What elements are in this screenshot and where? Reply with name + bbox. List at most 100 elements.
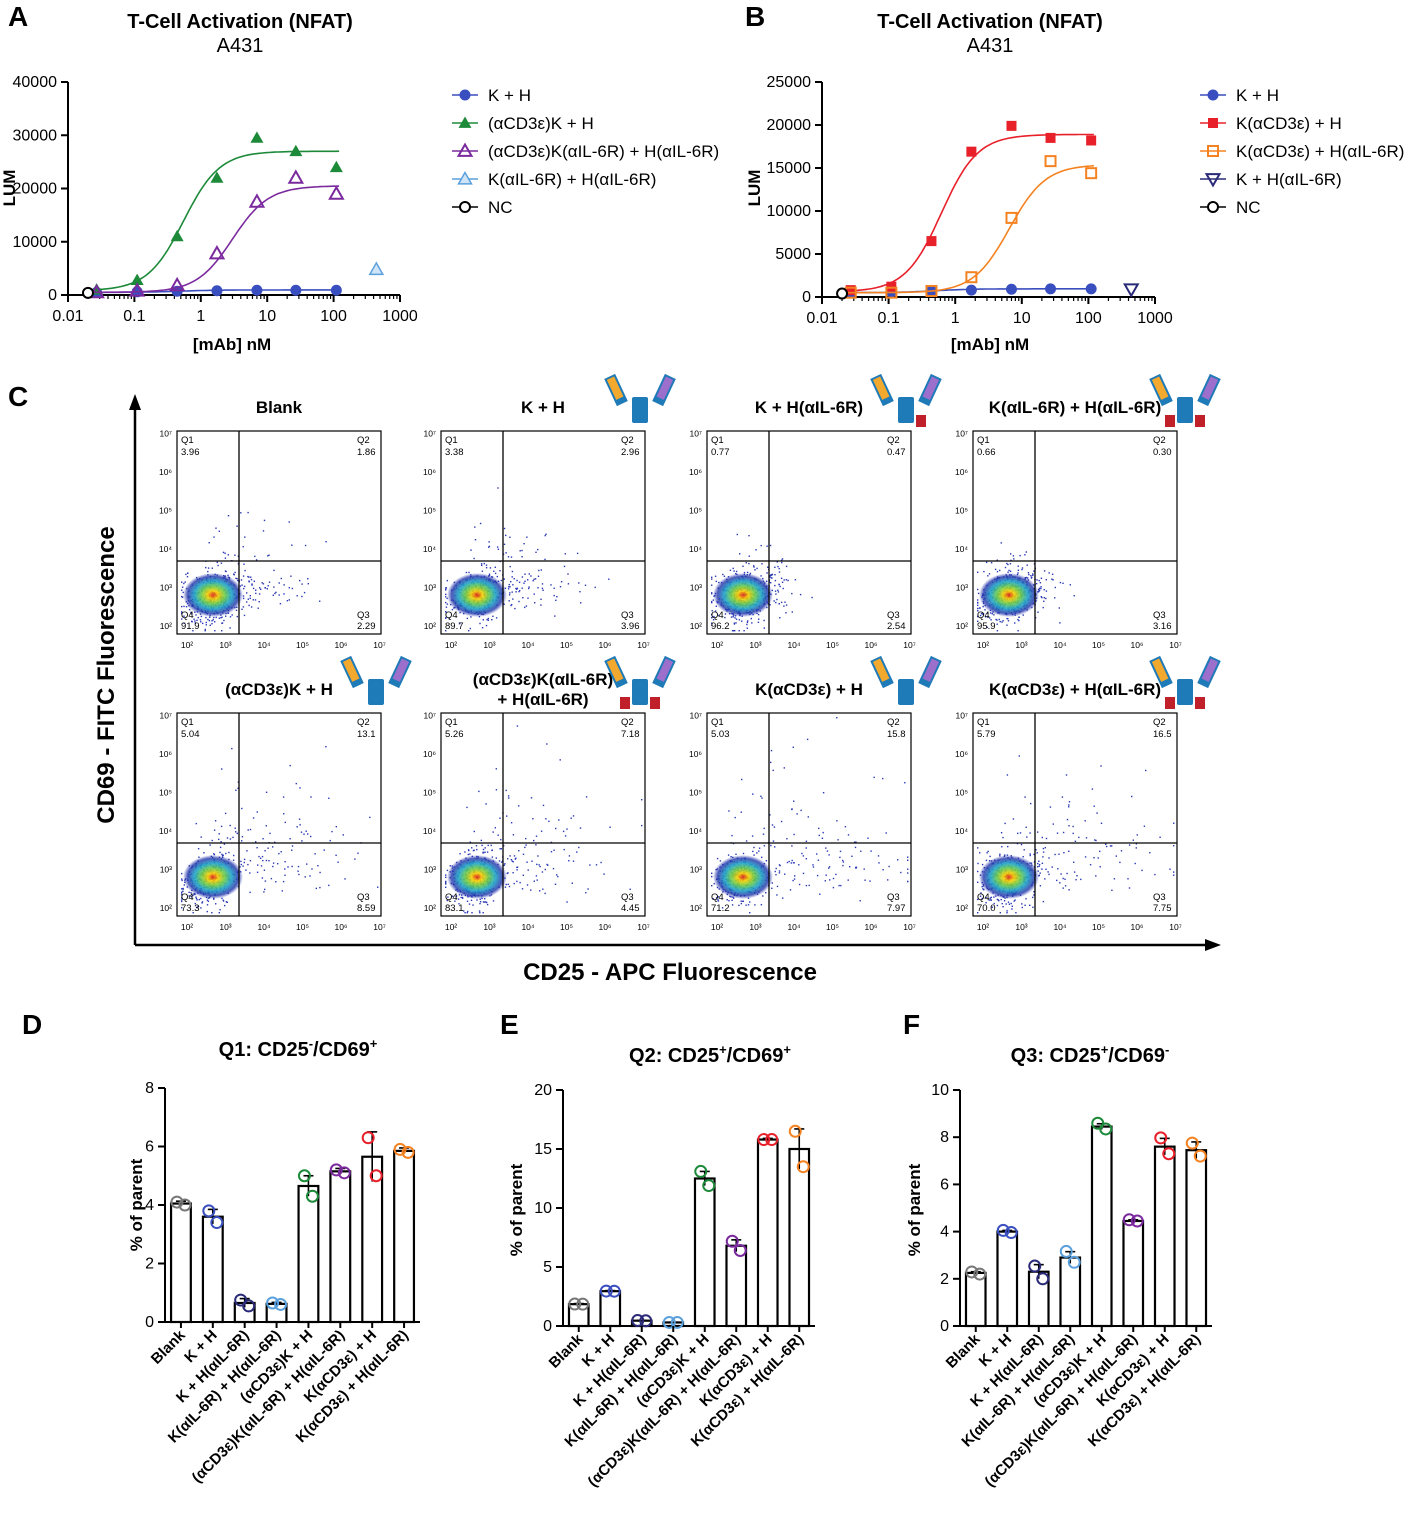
flow-event-dot (181, 596, 184, 598)
flow-event-dot (977, 592, 980, 595)
flow-event-dot (484, 851, 486, 853)
flow-event-dot (268, 554, 270, 556)
flow-event-dot (805, 858, 807, 860)
flow-event-dot (280, 851, 282, 853)
flow-event-dot (1173, 845, 1175, 847)
flow-event-dot (259, 857, 262, 859)
antibody-domain (872, 376, 890, 400)
flow-y-tick: 10⁶ (423, 467, 436, 477)
flow-q3-label: Q3 (357, 892, 370, 903)
flow-event-dot (778, 864, 781, 866)
flow-event-dot (445, 881, 447, 883)
flow-event-dot (265, 859, 268, 862)
flow-y-tick: 10⁴ (955, 826, 968, 836)
flow-event-dot (455, 895, 458, 897)
flow-event-dot (775, 601, 777, 604)
flow-event-dot (784, 601, 786, 603)
flow-event-dot (278, 594, 280, 596)
antibody-fc (368, 679, 384, 705)
chart-f-replicate-point (1162, 1147, 1176, 1161)
chart-e-x-tick-label: Blank (546, 1330, 587, 1371)
flow-event-dot (863, 868, 865, 870)
flow-event-dot (185, 573, 187, 576)
flow-event-dot (585, 892, 587, 894)
flow-event-dot (272, 862, 275, 864)
flow-event-dot (225, 615, 227, 617)
flow-event-dot (263, 869, 266, 871)
chart-b-legend-marker (1204, 173, 1222, 188)
flow-event-dot (989, 897, 992, 899)
flow-event-dot (483, 901, 486, 903)
chart-d-replicate-point (337, 1166, 351, 1180)
flow-event-dot (531, 860, 533, 862)
flow-y-tick: 10⁷ (159, 711, 172, 721)
flow-event-dot (774, 574, 776, 576)
flow-event-dot (518, 581, 521, 583)
flow-event-dot (192, 894, 194, 897)
flow-event-dot (513, 578, 515, 580)
flow-event-dot (731, 834, 733, 837)
flow-event-dot (1064, 878, 1066, 880)
flow-event-dot (786, 838, 788, 840)
flow-event-dot (1042, 606, 1044, 609)
flow-event-dot (542, 804, 545, 807)
flow-event-dot (748, 555, 750, 557)
chart-a-legend-marker (459, 201, 471, 213)
flow-event-dot (488, 546, 490, 548)
flow-q4-label: Q4 (977, 610, 990, 621)
flow-event-dot (1017, 618, 1019, 621)
flow-event-dot (1042, 847, 1045, 850)
flow-event-dot (537, 855, 539, 857)
flow-event-dot (1006, 617, 1008, 620)
flow-event-dot (337, 861, 339, 863)
flow-plot-4: K(αIL-6R) + H(αIL-6R)Q10.66Q20.30Q495.9Q… (955, 398, 1182, 650)
flow-q3-label: Q3 (1153, 892, 1166, 903)
flow-event-dot (500, 848, 502, 850)
flow-event-dot (524, 580, 526, 582)
flow-event-dot (715, 605, 717, 607)
flow-event-dot (243, 861, 245, 864)
flow-event-dot (544, 534, 546, 537)
flow-event-dot (779, 617, 781, 619)
flow-y-tick: 10⁵ (423, 788, 436, 798)
flow-event-dot (557, 875, 559, 878)
flow-event-dot (445, 593, 447, 596)
flow-event-dot (317, 865, 319, 867)
flow-event-dot (1032, 574, 1034, 576)
flow-event-dot (281, 890, 283, 892)
antibody-icon-7 (1149, 655, 1221, 709)
flow-event-dot (299, 579, 301, 582)
flow-q4-value: 71.2 (711, 903, 730, 914)
flow-event-dot (991, 906, 994, 908)
flow-event-dot (757, 613, 760, 616)
flow-event-dot (541, 583, 544, 585)
chart-a-data-point (368, 261, 385, 276)
flow-x-tick: 10⁴ (1053, 922, 1066, 932)
flow-event-dot (485, 624, 488, 627)
flow-event-dot (526, 536, 528, 538)
antibody-domain (922, 658, 940, 682)
flow-q2-value: 0.30 (1153, 447, 1172, 458)
flow-event-dot (287, 866, 289, 868)
flow-event-dot (509, 536, 511, 538)
flow-event-dot (566, 901, 568, 903)
flow-event-dot (183, 615, 185, 617)
flow-event-dot (445, 596, 447, 598)
flow-event-dot (1043, 570, 1046, 572)
flow-event-dot (236, 832, 238, 835)
flow-event-dot (641, 824, 643, 827)
flow-event-dot (907, 856, 909, 858)
flow-q3-value: 3.96 (621, 621, 640, 632)
flow-event-dot (518, 590, 520, 593)
flow-event-dot (771, 824, 774, 826)
flow-event-dot (740, 900, 742, 902)
flow-event-dot (1111, 845, 1113, 847)
chart-a-legend-label: (αCD3ε)K + H (488, 114, 594, 133)
flow-x-tick: 10⁷ (373, 640, 386, 650)
flow-event-dot (1033, 853, 1035, 856)
flow-x-tick: 10² (445, 640, 457, 650)
flow-event-dot (247, 598, 249, 600)
flow-q3-label: Q3 (357, 610, 370, 621)
flow-event-dot (240, 860, 242, 863)
flow-event-dot (762, 895, 764, 897)
